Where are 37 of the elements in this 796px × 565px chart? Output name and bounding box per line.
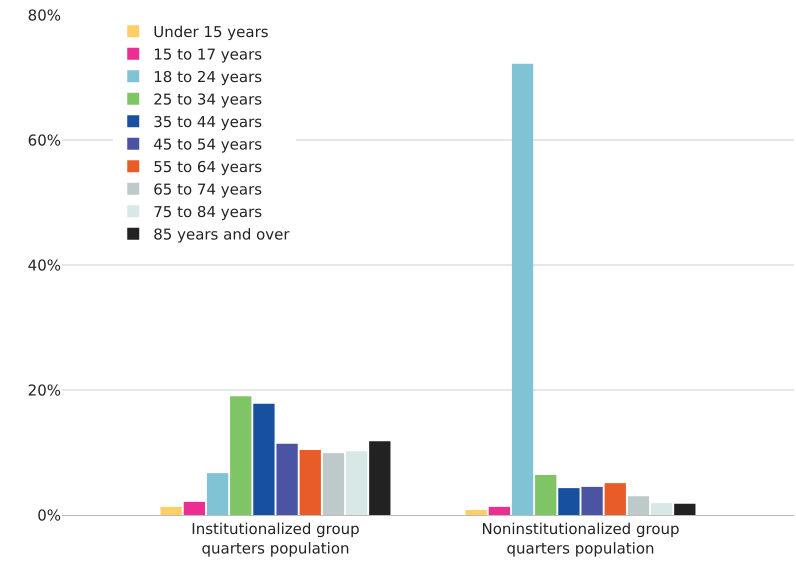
bar (581, 486, 603, 515)
bar (369, 441, 390, 515)
bar (558, 488, 580, 515)
legend-label: 75 to 84 years (153, 203, 262, 222)
legend-label: 85 years and over (153, 226, 290, 244)
legend-label: 18 to 24 years (153, 68, 262, 86)
bar (322, 453, 344, 515)
y-tick-label: 60% (28, 131, 61, 150)
bar (160, 506, 182, 515)
legend-label: 25 to 34 years (153, 90, 262, 109)
bar (300, 450, 321, 515)
bar (650, 503, 672, 515)
y-tick-label: 20% (28, 381, 61, 400)
y-tick-label: 80% (28, 6, 61, 24)
legend-label: 45 to 54 years (153, 136, 262, 154)
x-tick-label: Noninstitutionalized group quarters population (481, 520, 680, 558)
bar (184, 502, 206, 515)
y-tick-label: 40% (28, 256, 61, 274)
x-tick-label: Institutionalized group quarters population (191, 520, 360, 558)
legend-label: 65 to 74 years (153, 180, 262, 199)
legend-label: Under 15 years (153, 23, 269, 42)
legend-label: 55 to 64 years (153, 158, 262, 176)
bar (488, 506, 510, 515)
y-tick-label: 0% (37, 506, 61, 524)
bar (206, 473, 228, 515)
bar (276, 444, 298, 515)
bar (230, 396, 252, 515)
bar (535, 475, 556, 515)
bar (628, 496, 650, 515)
bar (512, 64, 534, 515)
bar (604, 483, 626, 515)
bar (346, 451, 368, 515)
bar (466, 510, 487, 515)
bar (674, 504, 696, 515)
legend-label: 35 to 44 years (153, 113, 262, 132)
legend-label: 15 to 17 years (153, 46, 262, 64)
bar (253, 404, 275, 515)
